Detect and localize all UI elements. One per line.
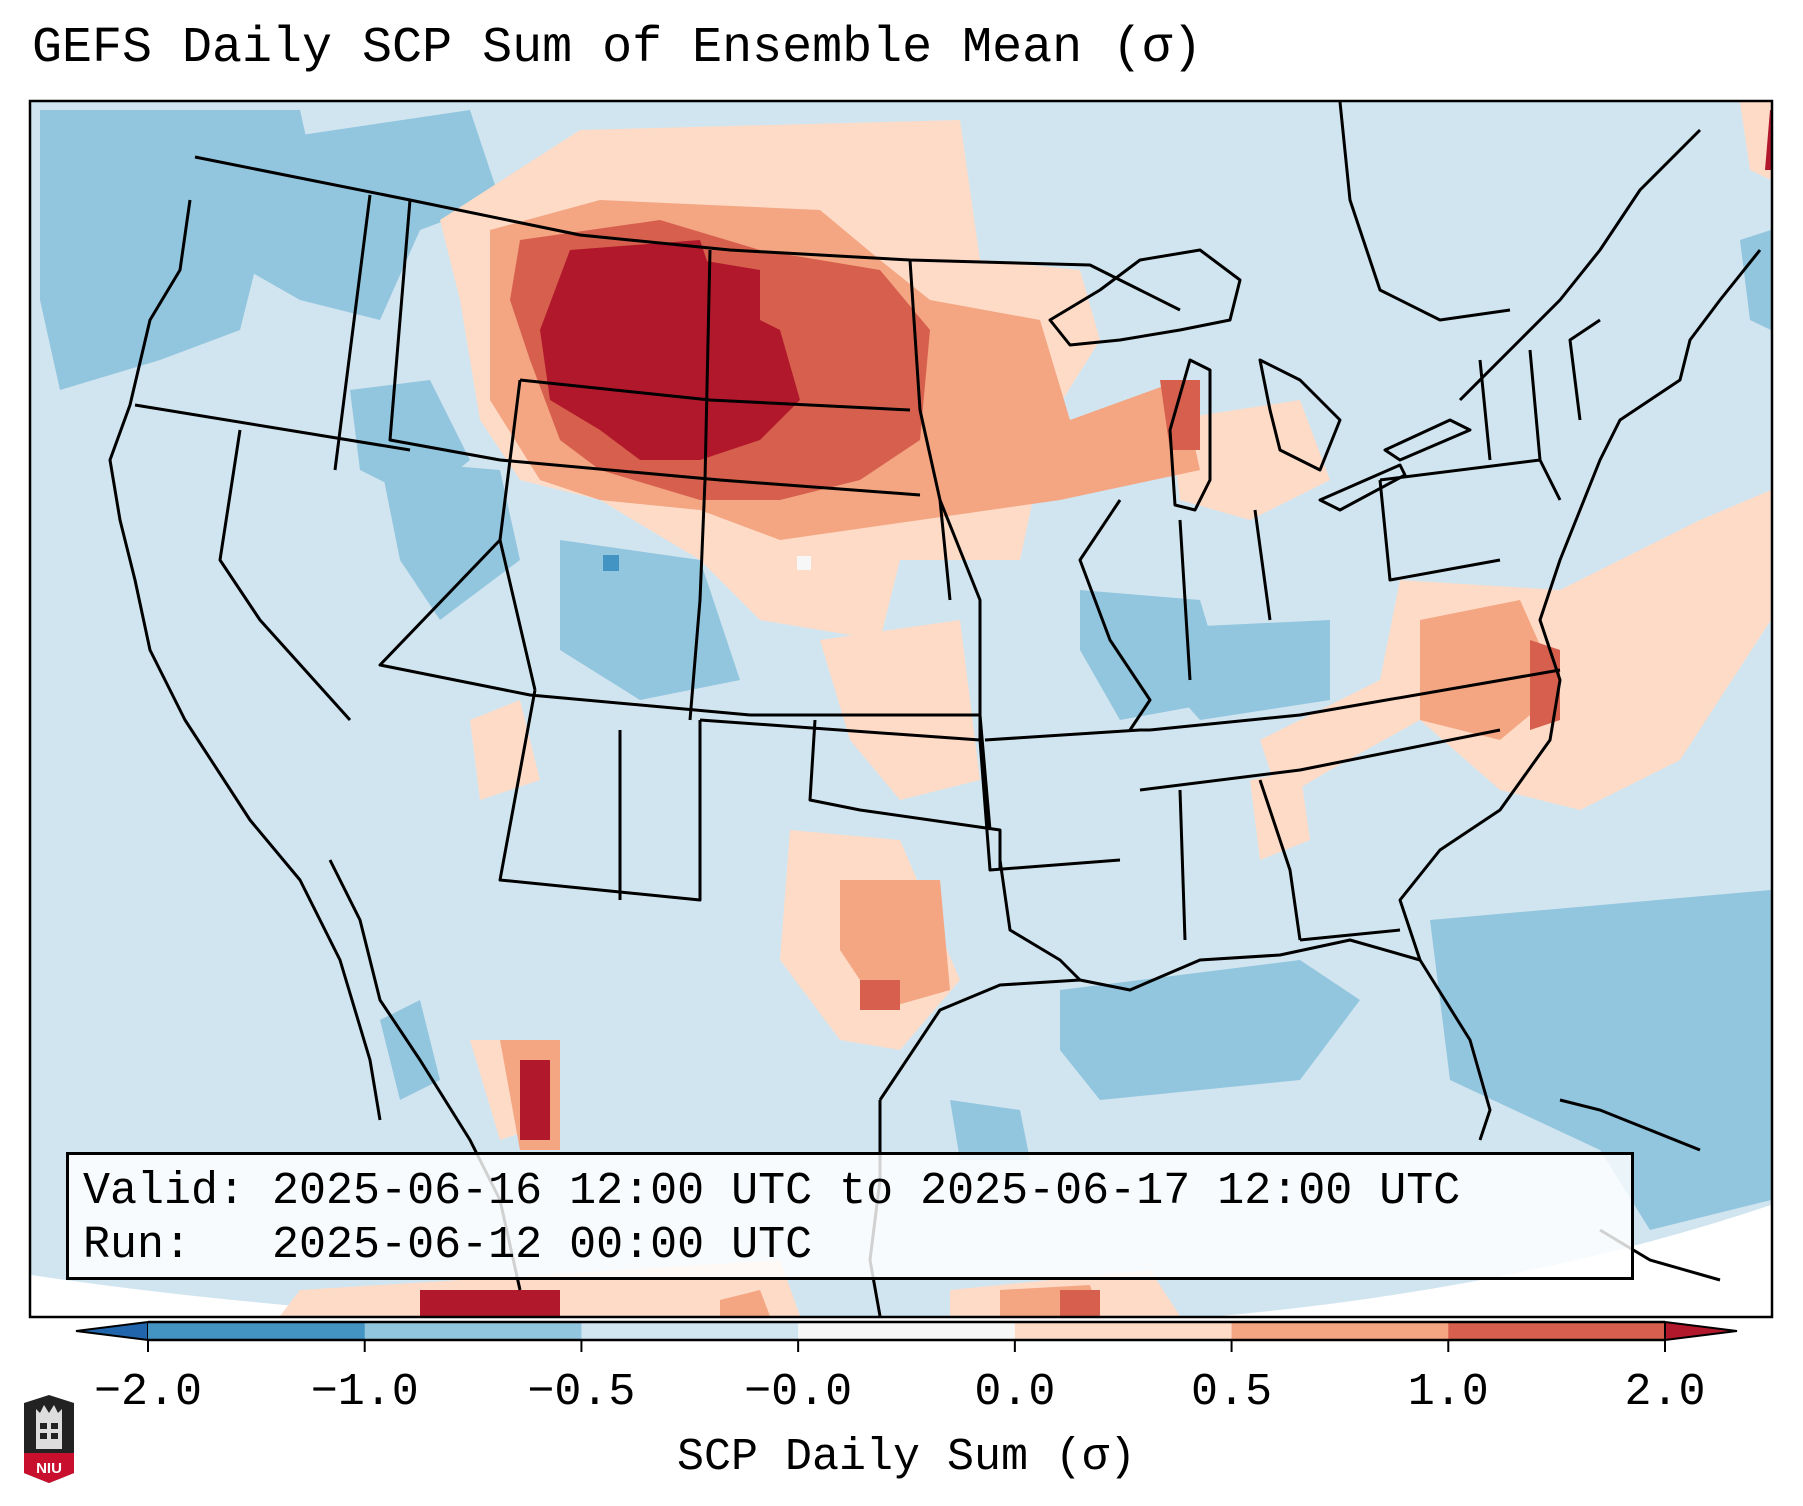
colorbar-tick-label: −1.0 — [310, 1367, 419, 1418]
lake-huron — [1258, 358, 1342, 472]
neutral-cell — [797, 556, 811, 570]
us-canada-border — [194, 155, 1181, 312]
state-borders — [134, 194, 1601, 982]
lake-erie — [1318, 463, 1407, 512]
colorbar-extend-min — [75, 1320, 149, 1342]
lake-michigan — [1168, 358, 1212, 512]
colorbar-tick-label: −2.0 — [93, 1367, 203, 1418]
lake-superior — [1048, 248, 1242, 347]
colorbar-outline — [148, 1320, 1665, 1342]
colorbar-extend-max — [1664, 1320, 1738, 1342]
colorbar-bin — [581, 1322, 799, 1340]
valid-label: Valid: — [83, 1166, 246, 1217]
colorbar-label: SCP Daily Sum (σ) — [676, 1432, 1137, 1483]
colorbar-bin — [364, 1322, 582, 1340]
colorbar-bin — [1231, 1322, 1449, 1340]
info-box: Valid: 2025-06-16 12:00 UTC to 2025-06-1… — [66, 1152, 1634, 1280]
colorbar-tick-label: 1.0 — [1407, 1367, 1489, 1418]
positive-extreme-regions — [420, 110, 1771, 1316]
colorbar-bin — [1448, 1322, 1666, 1340]
west-coast — [108, 199, 382, 1121]
colorbar-bin — [148, 1322, 366, 1340]
colorbar-tick-label: −0.5 — [527, 1367, 636, 1418]
lake-ontario — [1383, 418, 1472, 462]
gulf-coast — [878, 938, 1492, 1141]
logo-text: NIU — [36, 1460, 62, 1477]
boundaries — [108, 102, 1762, 1316]
run-value: 2025-06-12 00:00 UTC — [272, 1220, 813, 1271]
atlantic-coast — [1398, 249, 1762, 961]
colorbar-bin — [1014, 1322, 1233, 1340]
run-label: Run: — [83, 1220, 192, 1271]
colorbar-bin — [798, 1322, 1016, 1340]
colorbar-tick-label: 0.5 — [1191, 1367, 1273, 1418]
james-bay — [1338, 102, 1511, 322]
valid-value: 2025-06-16 12:00 UTC to 2025-06-17 12:00… — [272, 1166, 1461, 1217]
colorbar-tick-label: 2.0 — [1624, 1367, 1706, 1418]
colorbar-tick-label: −0.0 — [744, 1367, 853, 1418]
colorbar-tick-label: 0.0 — [974, 1367, 1056, 1418]
niu-logo-icon: NIU — [24, 1395, 74, 1483]
map-field — [31, 102, 1771, 1316]
colorbar — [75, 1320, 1738, 1352]
st-lawrence — [1458, 128, 1702, 402]
negative-cell — [603, 555, 619, 571]
chart-title: GEFS Daily SCP Sum of Ensemble Mean (σ) — [32, 20, 1203, 77]
map-frame — [28, 99, 1774, 1319]
